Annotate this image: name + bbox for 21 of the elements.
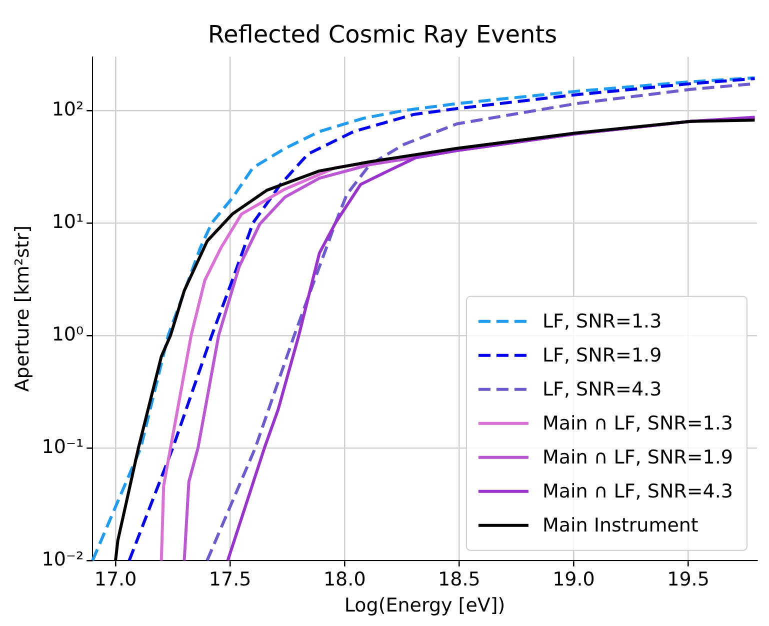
x-tick-label: 17.5	[208, 568, 252, 591]
legend-label: Main ∩ LF, SNR=1.9	[542, 446, 734, 468]
chart-title: Reflected Cosmic Ray Events	[208, 20, 558, 49]
y-tick-label: 10⁻¹	[42, 436, 84, 458]
x-tick-label: 18.5	[438, 568, 480, 591]
x-tick-label: 17.0	[94, 568, 137, 591]
legend-label: LF, SNR=1.9	[542, 344, 662, 366]
x-tick-label: 18.0	[323, 568, 366, 591]
y-axis-title: Aperture [km²str]	[11, 225, 34, 392]
x-tick-label: 19.0	[552, 568, 595, 591]
y-tick-label: 10⁻²	[42, 548, 84, 570]
y-tick-label: 10²	[52, 98, 84, 120]
legend-label: Main ∩ LF, SNR=1.3	[542, 412, 734, 434]
y-tick-label: 10¹	[52, 210, 84, 233]
legend-label: Main ∩ LF, SNR=4.3	[542, 480, 734, 502]
legend-label: Main Instrument	[542, 514, 698, 536]
x-tick-label: 19.5	[667, 568, 710, 591]
legend-label: LF, SNR=4.3	[542, 378, 662, 400]
y-tick-label: 10⁰	[52, 323, 84, 346]
x-axis-title: Log(Energy [eV])	[344, 594, 506, 617]
legend-label: LF, SNR=1.3	[542, 310, 662, 332]
